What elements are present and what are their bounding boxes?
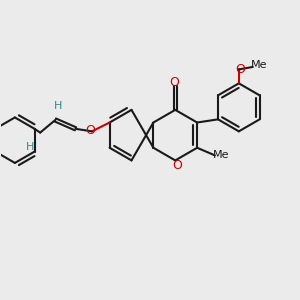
Text: O: O bbox=[85, 124, 95, 137]
Text: H: H bbox=[26, 142, 34, 152]
Text: Me: Me bbox=[212, 150, 229, 160]
Text: O: O bbox=[172, 159, 182, 172]
Text: H: H bbox=[54, 101, 62, 111]
Text: O: O bbox=[236, 63, 245, 76]
Text: O: O bbox=[169, 76, 179, 89]
Text: Me: Me bbox=[251, 60, 268, 70]
